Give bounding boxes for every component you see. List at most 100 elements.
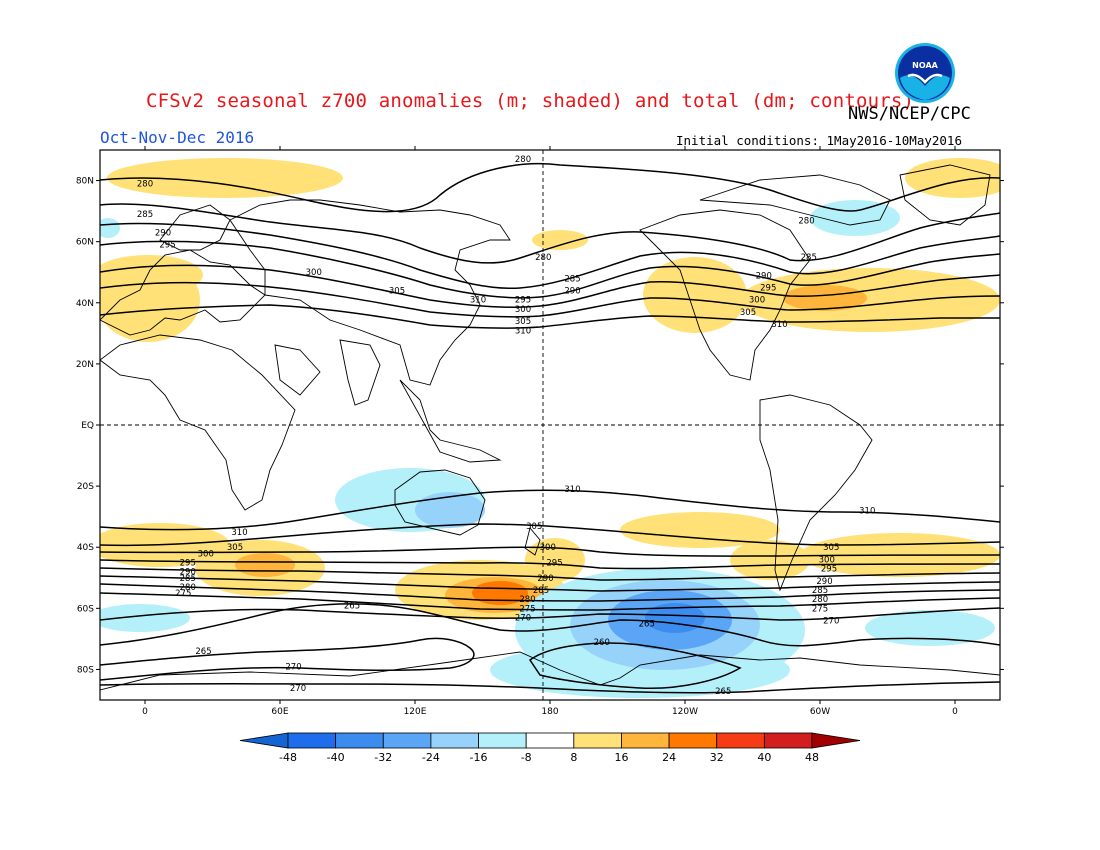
- pos-anomaly-north-pacific: [643, 257, 747, 333]
- svg-text:285: 285: [533, 586, 549, 596]
- contour-label: 310: [564, 485, 580, 495]
- lat-label: 60S: [77, 604, 94, 614]
- contour-label: 280: [515, 155, 531, 165]
- svg-text:300: 300: [515, 305, 531, 315]
- svg-text:260: 260: [594, 638, 610, 648]
- contour-label: 285: [801, 253, 817, 263]
- contour-label: 270: [515, 614, 531, 624]
- contour-275-south: [100, 592, 1000, 611]
- contour-label: 305: [389, 287, 405, 297]
- pos-anomaly-south-pacific: [620, 512, 780, 548]
- svg-text:275: 275: [812, 604, 828, 614]
- contour-label: 285: [564, 274, 580, 284]
- contour-280-south: [100, 583, 1000, 602]
- colorbar-label: -24: [422, 751, 440, 764]
- coast-europe: [100, 249, 266, 336]
- colorbar-swatch: [287, 732, 337, 749]
- contour-label: 290: [564, 287, 580, 297]
- svg-text:270: 270: [285, 662, 301, 672]
- lat-label: 40S: [77, 543, 94, 553]
- svg-text:270: 270: [823, 617, 839, 627]
- pos-anomaly-core-indian: [235, 553, 295, 577]
- lon-label: 120E: [404, 707, 427, 717]
- svg-text:295: 295: [515, 296, 531, 306]
- contour-label: 275: [812, 604, 828, 614]
- lon-label: 120W: [672, 707, 698, 717]
- svg-text:NOAA: NOAA: [912, 61, 938, 70]
- contour-label: 265: [344, 601, 360, 611]
- coast-scandinavia: [159, 204, 231, 251]
- coast-india: [339, 339, 381, 406]
- svg-text:290: 290: [537, 574, 553, 584]
- lon-label: 0: [952, 707, 958, 717]
- forecast-period: Oct-Nov-Dec 2016: [100, 128, 255, 147]
- lat-label: 20N: [76, 360, 94, 370]
- colorbar-label: -8: [521, 751, 532, 764]
- svg-text:300: 300: [819, 555, 835, 565]
- contour-label: 285: [812, 586, 828, 596]
- contour-290-south: [100, 567, 1000, 581]
- pos-anomaly-north-atlantic: [740, 268, 1000, 332]
- svg-text:285: 285: [812, 586, 828, 596]
- contour-290-north: [100, 222, 1000, 290]
- svg-text:305: 305: [227, 543, 243, 553]
- svg-text:285: 285: [137, 210, 153, 220]
- lat-label: 40N: [76, 299, 94, 309]
- contour-310-south: [100, 489, 1000, 531]
- svg-text:265: 265: [195, 647, 211, 657]
- colorbar-label: 48: [805, 751, 819, 764]
- contour-300-south: [100, 546, 1000, 557]
- svg-text:275: 275: [519, 604, 535, 614]
- svg-text:300: 300: [749, 296, 765, 306]
- svg-text:295: 295: [159, 241, 175, 251]
- colorbar-label: 8: [570, 751, 577, 764]
- contour-label: 280: [812, 595, 828, 605]
- colorbar-swatch: [668, 732, 718, 749]
- colorbar-label: -16: [470, 751, 488, 764]
- colorbar-arrow-high: [811, 732, 861, 749]
- svg-text:305: 305: [389, 287, 405, 297]
- contour-label: 300: [306, 268, 322, 278]
- contour-label: 310: [470, 296, 486, 306]
- contour-280-north: [100, 163, 1000, 213]
- contour-label: 280: [180, 583, 196, 593]
- colorbar-swatch: [716, 732, 765, 749]
- reference-lines: [100, 150, 1000, 700]
- colorbar-arrow-low: [239, 732, 289, 749]
- svg-text:310: 310: [231, 528, 247, 538]
- contour-label: 285: [180, 574, 196, 584]
- contour-label: 295: [821, 565, 837, 575]
- colorbar-label: -40: [327, 751, 345, 764]
- coastlines: [100, 164, 1000, 691]
- contour-label: 300: [749, 296, 765, 306]
- pos-anomaly-japan-sea: [532, 230, 588, 250]
- contour-label: 285: [137, 210, 153, 220]
- pos-anomaly-peak-tasman: [472, 581, 528, 605]
- colorbar-label: 16: [614, 751, 628, 764]
- contour-label: 290: [155, 229, 171, 239]
- contour-285-north: [100, 203, 1000, 264]
- colorbar-swatch: [382, 732, 432, 749]
- svg-text:285: 285: [180, 574, 196, 584]
- contour-270-antarctic: [100, 637, 475, 681]
- contour-295-south: [100, 559, 1000, 570]
- coast-canada-arctic: [699, 174, 891, 226]
- contour-label: 260: [594, 638, 610, 648]
- coast-africa: [100, 334, 296, 511]
- svg-text:305: 305: [526, 522, 542, 532]
- contour-265-south: [100, 603, 1000, 647]
- contour-label: 275: [175, 589, 191, 599]
- svg-text:280: 280: [519, 595, 535, 605]
- colorbar-swatch: [573, 732, 622, 749]
- contour-310-north: [100, 304, 1000, 329]
- svg-text:280: 280: [812, 595, 828, 605]
- svg-text:305: 305: [823, 543, 839, 553]
- svg-text:275: 275: [175, 589, 191, 599]
- colorbar-label: 24: [662, 751, 676, 764]
- agency-label: NWS/NCEP/CPC: [848, 104, 971, 124]
- contour-label: 285: [533, 586, 549, 596]
- coast-greenland: [899, 164, 991, 226]
- svg-text:290: 290: [756, 271, 772, 281]
- svg-text:270: 270: [290, 684, 306, 694]
- contour-label: 265: [195, 647, 211, 657]
